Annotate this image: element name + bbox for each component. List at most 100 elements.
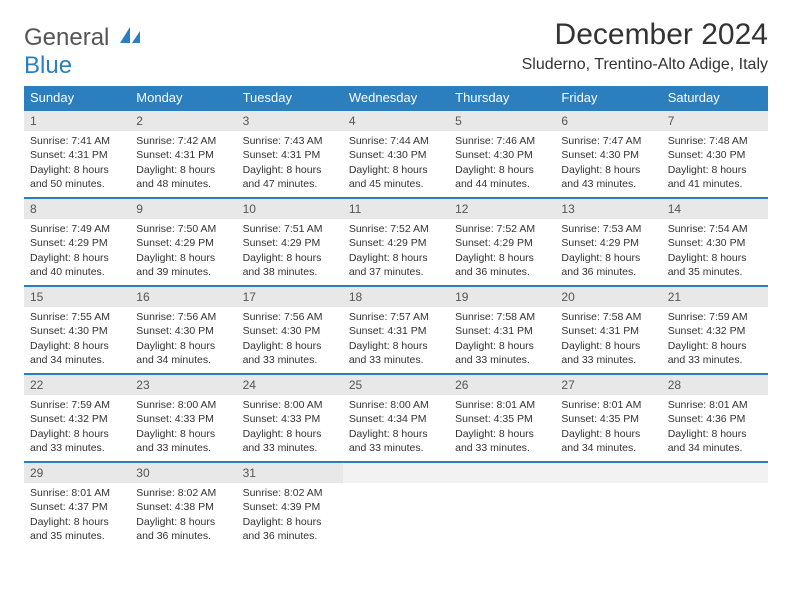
day-body: Sunrise: 7:41 AMSunset: 4:31 PMDaylight:… <box>24 131 130 197</box>
calendar-cell: 13Sunrise: 7:53 AMSunset: 4:29 PMDayligh… <box>555 198 661 286</box>
day-body: Sunrise: 7:58 AMSunset: 4:31 PMDaylight:… <box>555 307 661 373</box>
daylight-line-2: and 34 minutes. <box>136 353 230 367</box>
sunrise-line: Sunrise: 7:56 AM <box>243 310 337 324</box>
day-body: Sunrise: 7:52 AMSunset: 4:29 PMDaylight:… <box>449 219 555 285</box>
sunset-line: Sunset: 4:31 PM <box>455 324 549 338</box>
daylight-line-2: and 33 minutes. <box>243 353 337 367</box>
daylight-line-1: Daylight: 8 hours <box>136 515 230 529</box>
calendar-cell: 16Sunrise: 7:56 AMSunset: 4:30 PMDayligh… <box>130 286 236 374</box>
day-number: 25 <box>343 375 449 395</box>
sunrise-line: Sunrise: 7:58 AM <box>561 310 655 324</box>
daylight-line-1: Daylight: 8 hours <box>668 339 762 353</box>
weekday-header: Tuesday <box>237 86 343 110</box>
weekday-header: Sunday <box>24 86 130 110</box>
sunset-line: Sunset: 4:29 PM <box>30 236 124 250</box>
sunset-line: Sunset: 4:30 PM <box>668 148 762 162</box>
day-body: Sunrise: 7:54 AMSunset: 4:30 PMDaylight:… <box>662 219 768 285</box>
sunrise-line: Sunrise: 8:02 AM <box>243 486 337 500</box>
calendar-cell-empty <box>343 462 449 550</box>
daylight-line-1: Daylight: 8 hours <box>30 339 124 353</box>
calendar-cell: 17Sunrise: 7:56 AMSunset: 4:30 PMDayligh… <box>237 286 343 374</box>
daylight-line-2: and 36 minutes. <box>455 265 549 279</box>
calendar-cell: 20Sunrise: 7:58 AMSunset: 4:31 PMDayligh… <box>555 286 661 374</box>
calendar-cell: 25Sunrise: 8:00 AMSunset: 4:34 PMDayligh… <box>343 374 449 462</box>
daylight-line-2: and 34 minutes. <box>561 441 655 455</box>
sunset-line: Sunset: 4:31 PM <box>561 324 655 338</box>
sunset-line: Sunset: 4:29 PM <box>455 236 549 250</box>
weekday-header: Monday <box>130 86 236 110</box>
sunset-line: Sunset: 4:30 PM <box>668 236 762 250</box>
calendar-cell: 24Sunrise: 8:00 AMSunset: 4:33 PMDayligh… <box>237 374 343 462</box>
day-number: 12 <box>449 199 555 219</box>
daylight-line-1: Daylight: 8 hours <box>30 427 124 441</box>
calendar-cell: 27Sunrise: 8:01 AMSunset: 4:35 PMDayligh… <box>555 374 661 462</box>
calendar-cell-empty <box>449 462 555 550</box>
daylight-line-2: and 33 minutes. <box>136 441 230 455</box>
sunset-line: Sunset: 4:32 PM <box>30 412 124 426</box>
sunset-line: Sunset: 4:35 PM <box>455 412 549 426</box>
weekday-header-row: SundayMondayTuesdayWednesdayThursdayFrid… <box>24 86 768 110</box>
calendar-cell: 18Sunrise: 7:57 AMSunset: 4:31 PMDayligh… <box>343 286 449 374</box>
sunset-line: Sunset: 4:29 PM <box>349 236 443 250</box>
calendar-cell: 2Sunrise: 7:42 AMSunset: 4:31 PMDaylight… <box>130 110 236 198</box>
calendar-cell: 14Sunrise: 7:54 AMSunset: 4:30 PMDayligh… <box>662 198 768 286</box>
daylight-line-1: Daylight: 8 hours <box>455 339 549 353</box>
calendar-cell: 4Sunrise: 7:44 AMSunset: 4:30 PMDaylight… <box>343 110 449 198</box>
calendar-cell: 5Sunrise: 7:46 AMSunset: 4:30 PMDaylight… <box>449 110 555 198</box>
sunrise-line: Sunrise: 7:58 AM <box>455 310 549 324</box>
sunset-line: Sunset: 4:37 PM <box>30 500 124 514</box>
calendar-cell: 23Sunrise: 8:00 AMSunset: 4:33 PMDayligh… <box>130 374 236 462</box>
sunrise-line: Sunrise: 8:01 AM <box>561 398 655 412</box>
weekday-header: Friday <box>555 86 661 110</box>
daylight-line-1: Daylight: 8 hours <box>30 163 124 177</box>
daylight-line-2: and 33 minutes. <box>561 353 655 367</box>
sunrise-line: Sunrise: 7:59 AM <box>30 398 124 412</box>
day-number: 8 <box>24 199 130 219</box>
daylight-line-1: Daylight: 8 hours <box>243 515 337 529</box>
calendar-cell: 7Sunrise: 7:48 AMSunset: 4:30 PMDaylight… <box>662 110 768 198</box>
sunrise-line: Sunrise: 7:49 AM <box>30 222 124 236</box>
day-number: 9 <box>130 199 236 219</box>
daylight-line-2: and 33 minutes. <box>668 353 762 367</box>
day-number: 30 <box>130 463 236 483</box>
day-body: Sunrise: 7:50 AMSunset: 4:29 PMDaylight:… <box>130 219 236 285</box>
calendar-cell: 12Sunrise: 7:52 AMSunset: 4:29 PMDayligh… <box>449 198 555 286</box>
daylight-line-1: Daylight: 8 hours <box>668 427 762 441</box>
sunset-line: Sunset: 4:31 PM <box>243 148 337 162</box>
daylight-line-2: and 38 minutes. <box>243 265 337 279</box>
daylight-line-1: Daylight: 8 hours <box>561 163 655 177</box>
sunrise-line: Sunrise: 7:44 AM <box>349 134 443 148</box>
day-number: 20 <box>555 287 661 307</box>
sunrise-line: Sunrise: 7:46 AM <box>455 134 549 148</box>
sunset-line: Sunset: 4:29 PM <box>243 236 337 250</box>
daylight-line-1: Daylight: 8 hours <box>561 339 655 353</box>
daylight-line-2: and 33 minutes. <box>243 441 337 455</box>
day-body: Sunrise: 7:46 AMSunset: 4:30 PMDaylight:… <box>449 131 555 197</box>
day-number: 23 <box>130 375 236 395</box>
sunset-line: Sunset: 4:31 PM <box>30 148 124 162</box>
day-body: Sunrise: 8:01 AMSunset: 4:37 PMDaylight:… <box>24 483 130 549</box>
day-number: 29 <box>24 463 130 483</box>
daylight-line-1: Daylight: 8 hours <box>136 251 230 265</box>
day-body: Sunrise: 7:53 AMSunset: 4:29 PMDaylight:… <box>555 219 661 285</box>
calendar-week-row: 8Sunrise: 7:49 AMSunset: 4:29 PMDaylight… <box>24 198 768 286</box>
daylight-line-2: and 33 minutes. <box>30 441 124 455</box>
day-number: 7 <box>662 111 768 131</box>
daylight-line-1: Daylight: 8 hours <box>30 515 124 529</box>
daylight-line-1: Daylight: 8 hours <box>243 163 337 177</box>
daylight-line-2: and 36 minutes. <box>561 265 655 279</box>
day-body: Sunrise: 8:01 AMSunset: 4:35 PMDaylight:… <box>555 395 661 461</box>
sunrise-line: Sunrise: 8:01 AM <box>668 398 762 412</box>
calendar-cell: 11Sunrise: 7:52 AMSunset: 4:29 PMDayligh… <box>343 198 449 286</box>
sunset-line: Sunset: 4:33 PM <box>136 412 230 426</box>
sunrise-line: Sunrise: 7:47 AM <box>561 134 655 148</box>
calendar-cell: 28Sunrise: 8:01 AMSunset: 4:36 PMDayligh… <box>662 374 768 462</box>
daylight-line-2: and 40 minutes. <box>30 265 124 279</box>
day-body: Sunrise: 7:56 AMSunset: 4:30 PMDaylight:… <box>130 307 236 373</box>
day-number: 14 <box>662 199 768 219</box>
logo: General Blue <box>24 18 142 80</box>
sunrise-line: Sunrise: 8:00 AM <box>349 398 443 412</box>
day-body: Sunrise: 7:42 AMSunset: 4:31 PMDaylight:… <box>130 131 236 197</box>
day-number: 15 <box>24 287 130 307</box>
sunset-line: Sunset: 4:38 PM <box>136 500 230 514</box>
